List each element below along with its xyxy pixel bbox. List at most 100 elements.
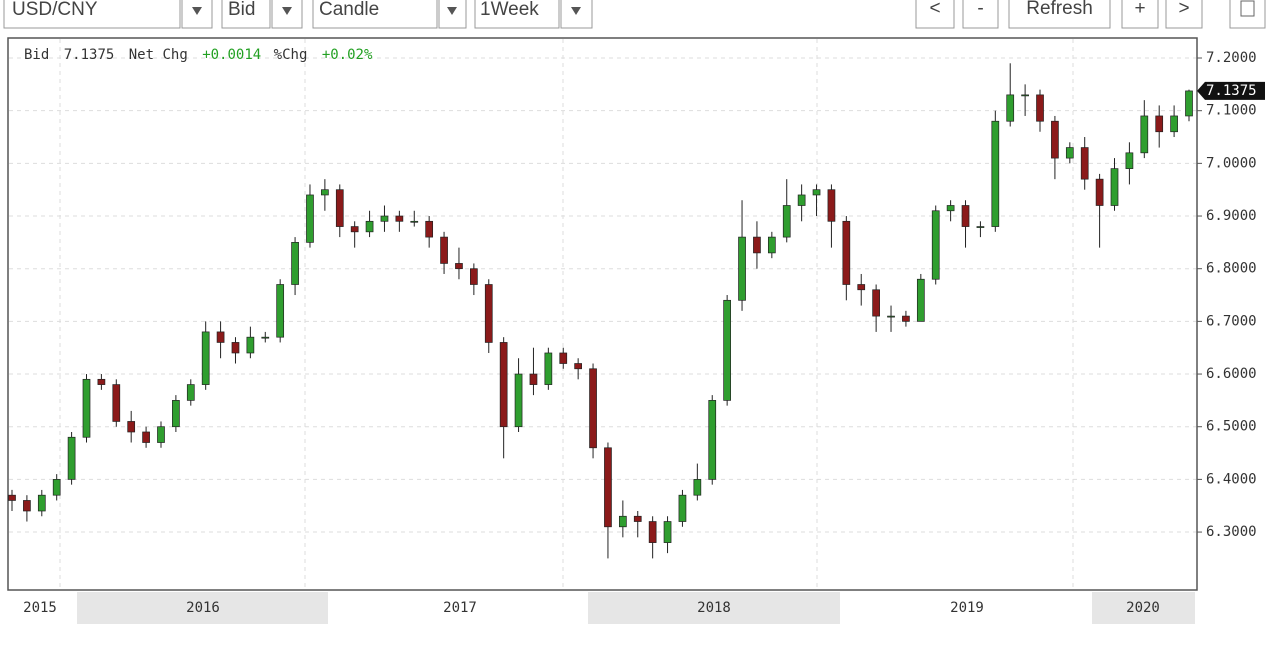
candle-body (1021, 94, 1029, 97)
candle-body (633, 515, 642, 522)
x-tick-label: 2020 (1126, 600, 1160, 616)
year-lines (59, 39, 1074, 589)
candle-body (738, 236, 746, 301)
bid-value: 7.1375 (64, 47, 115, 63)
net-chg-label: Net Chg (129, 47, 188, 63)
interval-input[interactable] (474, 0, 560, 29)
candle-body (499, 342, 508, 428)
candle-body (1155, 115, 1164, 133)
quote-text: Bid (228, 0, 255, 20)
style-input[interactable] (312, 0, 438, 29)
candle-body (470, 268, 478, 285)
net-chg-value: +0.0014 (202, 47, 261, 63)
menu-icon (1240, 0, 1255, 17)
toolbar-button[interactable] (1121, 0, 1159, 29)
candle-body (97, 378, 106, 385)
candle-body (782, 205, 791, 238)
candle-body (231, 342, 240, 354)
candle-body (872, 289, 880, 317)
toolbar-button[interactable] (915, 0, 955, 29)
candle-body (529, 373, 538, 385)
candle-body (1051, 120, 1059, 159)
candle-body (1080, 147, 1089, 180)
candle-body (395, 215, 404, 222)
candle-body (112, 384, 121, 422)
candle-body (350, 226, 359, 233)
candle-body (648, 521, 657, 543)
candle-body (887, 315, 895, 318)
dropdown-arrow (447, 7, 457, 15)
candle-body (946, 205, 955, 212)
candle-body (425, 220, 434, 238)
candle-body (157, 426, 165, 443)
button-label: Refresh (1026, 0, 1093, 19)
candle-body (261, 336, 270, 339)
candle-body (335, 189, 344, 227)
x-axis-bands (77, 592, 1195, 624)
candle-body (365, 220, 374, 233)
y-tick-label: 6.5000 (1206, 419, 1257, 435)
candle-body (1036, 94, 1044, 122)
candle-body (618, 515, 627, 528)
year-band (77, 592, 328, 624)
dropdown-arrow (192, 7, 202, 15)
candle-body (544, 352, 553, 385)
candle-body (246, 336, 255, 354)
candle-body (708, 400, 717, 480)
x-tick-label: 2018 (697, 600, 731, 616)
toolbar-buttons: < - Refresh + > (915, 0, 1203, 29)
last-price-tag (1197, 81, 1265, 100)
candle-body (276, 284, 285, 338)
candle-body (440, 236, 448, 264)
candle-body (678, 494, 687, 522)
quote-input[interactable] (221, 0, 271, 29)
candle-body (321, 189, 329, 196)
candle-body (127, 421, 136, 433)
candle-body (172, 400, 180, 428)
last-price-label: 7.1375 (1206, 83, 1257, 99)
symbol-text: USD/CNY (12, 0, 98, 20)
candle-body (186, 384, 195, 401)
candle-body (931, 210, 940, 280)
candle-body (1170, 115, 1178, 133)
x-tick-label: 2015 (23, 600, 57, 616)
candle-body (812, 189, 821, 196)
menu-button[interactable] (1229, 0, 1266, 29)
candle-body (1110, 168, 1119, 206)
candle-body (827, 189, 836, 222)
button-label: + (1134, 0, 1145, 19)
candle-body (753, 236, 761, 254)
candle-body (842, 220, 851, 285)
toolbar-button[interactable] (1165, 0, 1203, 29)
candle-body (797, 194, 806, 206)
y-tick-label: 6.3000 (1206, 524, 1257, 540)
candle-body (52, 479, 61, 496)
bid-label: Bid (24, 47, 49, 63)
candle-body (1006, 94, 1015, 122)
candle-body (857, 284, 866, 291)
candle-body (976, 226, 985, 228)
symbol-input[interactable] (3, 0, 181, 29)
style-text: Candle (319, 0, 379, 20)
candle-body (767, 236, 776, 254)
candle-body (1140, 115, 1149, 154)
candle-body (991, 120, 1000, 227)
dropdown-arrow (282, 7, 292, 15)
candle-body (67, 436, 76, 480)
toolbar-button[interactable] (1008, 0, 1111, 29)
candle-body (291, 242, 299, 285)
x-tick-label: 2016 (186, 600, 220, 616)
candle-body (37, 494, 46, 512)
candle-body (604, 447, 612, 528)
plot-frame (7, 37, 1198, 591)
candle-body (559, 352, 568, 364)
candle-body (142, 431, 150, 443)
y-tick-label: 7.0000 (1206, 155, 1257, 171)
pct-chg-value: +0.02% (322, 47, 373, 63)
candle-body (916, 278, 925, 322)
candle-body (1125, 152, 1134, 169)
candle-body (484, 284, 493, 343)
toolbar-button[interactable] (962, 0, 999, 29)
y-tick-label: 7.1000 (1206, 103, 1257, 119)
